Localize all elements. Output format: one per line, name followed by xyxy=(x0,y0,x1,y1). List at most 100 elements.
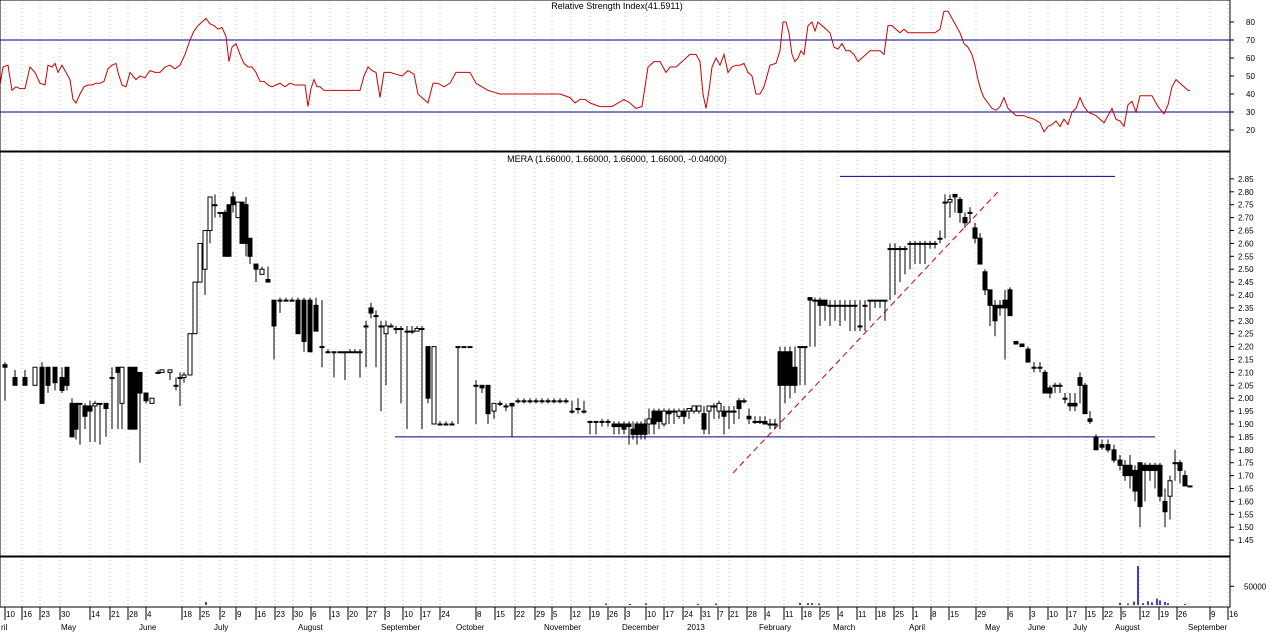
price-bar-body xyxy=(1162,500,1168,513)
price-bar-body xyxy=(82,405,88,417)
price-bar xyxy=(398,325,404,404)
price-bar xyxy=(817,297,823,326)
price-bar-body xyxy=(383,325,389,335)
price-bar xyxy=(414,325,420,332)
price-bar xyxy=(247,237,253,265)
x-tick-label: 23 xyxy=(41,610,50,619)
price-bar-body xyxy=(882,299,888,302)
price-bar xyxy=(515,398,521,404)
price-bar-body xyxy=(109,377,115,380)
price-bar xyxy=(1019,343,1025,348)
x-tick-label: 10 xyxy=(6,610,15,619)
price-bar xyxy=(872,299,878,308)
x-tick-label: 4 xyxy=(147,610,152,619)
price-panel: MERA (1.66000, 1.66000, 1.66000, 1.66000… xyxy=(0,151,1254,557)
x-month-label: 2013 xyxy=(687,623,705,632)
price-bar xyxy=(782,346,788,404)
price-bar-body xyxy=(425,346,431,399)
x-tick-label: 10 xyxy=(647,610,656,619)
x-tick-label: 16 xyxy=(1229,610,1238,619)
price-bar xyxy=(932,240,938,249)
price-bar-body xyxy=(197,242,203,283)
price-bar xyxy=(1132,465,1138,502)
x-tick-label: 1 xyxy=(914,610,919,619)
price-bar-body xyxy=(832,304,838,307)
y-tick-label: 20 xyxy=(1246,126,1255,135)
price-bar xyxy=(119,366,125,430)
price-bar-body xyxy=(581,410,587,413)
x-month-label: May xyxy=(985,623,1000,632)
price-bar-body xyxy=(1111,449,1117,461)
price-bar-body xyxy=(539,400,545,403)
price-bar-body xyxy=(259,268,265,275)
price-bar xyxy=(676,408,682,419)
price-bar-body xyxy=(103,402,109,410)
price-bar-body xyxy=(551,400,557,403)
price-bar-body xyxy=(503,405,509,408)
volume-y-axis: 50000 xyxy=(1230,582,1267,591)
price-bar-body xyxy=(307,299,313,353)
x-tick-label: 4 xyxy=(766,610,771,619)
price-bar-body xyxy=(187,333,193,376)
price-bar xyxy=(967,207,973,223)
price-bar-body xyxy=(932,242,938,245)
price-bar-body xyxy=(686,408,692,412)
price-bar-body xyxy=(706,405,712,412)
price-bar-body xyxy=(802,346,808,349)
price-bar-body xyxy=(947,199,953,203)
price-bar xyxy=(847,300,853,332)
price-bar-body xyxy=(1157,464,1163,497)
price-bar-body xyxy=(1052,384,1058,387)
price-bar xyxy=(792,346,798,394)
price-bar xyxy=(1031,362,1037,373)
price-bar-body xyxy=(414,328,420,332)
price-bar-body xyxy=(212,204,218,207)
price-bar xyxy=(1122,460,1128,481)
price-bar xyxy=(616,421,622,435)
price-bar xyxy=(551,398,557,404)
price-bar-body xyxy=(962,217,968,224)
price-bar xyxy=(485,384,491,424)
price-bar xyxy=(368,302,374,319)
price-bar xyxy=(942,194,948,239)
price-bar-body xyxy=(872,299,878,302)
price-bar-body xyxy=(1127,464,1133,477)
y-tick-label: 2.35 xyxy=(1238,304,1254,313)
price-bar xyxy=(711,403,717,419)
price-bar xyxy=(797,346,803,386)
price-bar-body xyxy=(177,377,183,380)
price-bar-body xyxy=(1047,387,1053,394)
price-bar-body xyxy=(1105,444,1111,451)
x-tick-label: 11 xyxy=(858,610,867,619)
x-tick-label: 27 xyxy=(368,610,377,619)
price-ohlc-series xyxy=(2,191,1193,528)
price-bar xyxy=(569,400,575,414)
x-tick-label: 3 xyxy=(626,610,631,619)
price-bar-body xyxy=(736,400,742,410)
price-bar xyxy=(892,243,898,295)
x-tick-label: 4 xyxy=(839,610,844,619)
price-bar-body xyxy=(1037,366,1043,369)
price-bar-body xyxy=(907,242,913,245)
x-tick-label: 8 xyxy=(477,610,482,619)
price-bar-body xyxy=(363,325,369,328)
price-bar-body xyxy=(473,384,479,387)
price-bar xyxy=(947,194,953,218)
price-bar-body xyxy=(32,366,38,386)
price-bar-body xyxy=(807,297,813,301)
x-tick-label: 28 xyxy=(748,610,757,619)
x-tick-label: 29 xyxy=(977,610,986,619)
price-bar-body xyxy=(599,420,605,423)
y-tick-label: 2.15 xyxy=(1238,356,1254,365)
price-bar xyxy=(313,297,319,332)
price-bar-body xyxy=(1122,464,1128,477)
price-bar xyxy=(545,398,551,404)
x-tick-label: 24 xyxy=(441,610,450,619)
price-bar-body xyxy=(812,299,818,302)
price-bar-body xyxy=(927,242,933,245)
price-bar xyxy=(137,371,143,463)
price-bar-body xyxy=(1025,348,1031,363)
price-bar xyxy=(1167,475,1173,520)
price-bar xyxy=(212,194,218,218)
price-bar-body xyxy=(666,410,672,415)
